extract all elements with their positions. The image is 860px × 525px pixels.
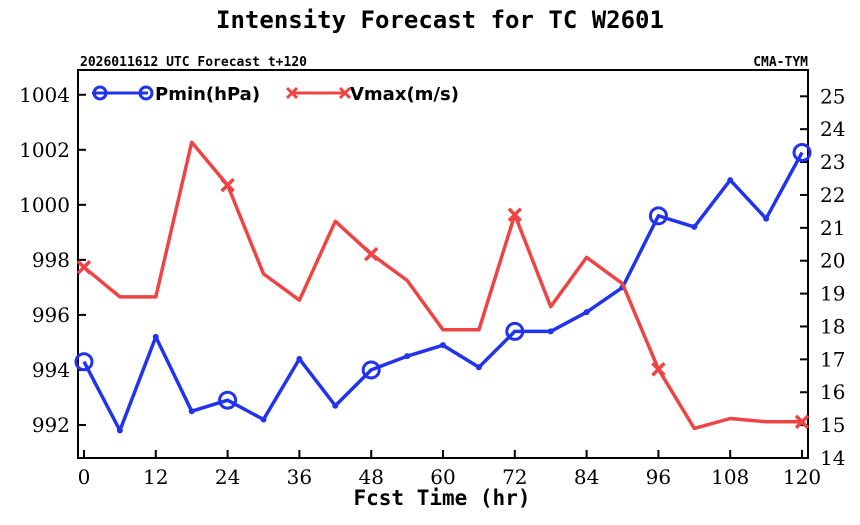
legend-vmax-label: Vmax(m/s) bbox=[350, 84, 459, 105]
pmin-point bbox=[792, 143, 812, 163]
vmax-point bbox=[154, 295, 158, 299]
right-tick-label: 15 bbox=[820, 413, 845, 437]
bottom-axis-ticks: 0 12 24 36 48 60 72 84 96 108 120 bbox=[78, 450, 821, 489]
left-tick-label: 994 bbox=[32, 358, 70, 382]
right-tick-label: 17 bbox=[820, 347, 845, 371]
pmin-point bbox=[188, 408, 195, 415]
right-tick-label: 16 bbox=[820, 380, 845, 404]
chart-subtitle-right: CMA-TYM bbox=[753, 55, 808, 70]
legend-pmin-label: Pmin(hPa) bbox=[155, 84, 260, 105]
vmax-point bbox=[405, 278, 409, 282]
left-axis-ticks: 992 994 996 998 1000 1002 1004 bbox=[19, 83, 86, 437]
pmin-point bbox=[475, 364, 482, 371]
pmin-point bbox=[218, 390, 238, 410]
pmin-point bbox=[74, 352, 94, 372]
pmin-point bbox=[763, 215, 770, 222]
vmax-point bbox=[794, 414, 810, 430]
pmin-point bbox=[152, 333, 159, 340]
bottom-tick-label: 48 bbox=[358, 465, 383, 489]
vmax-point bbox=[764, 420, 768, 424]
pmin-point bbox=[116, 427, 123, 434]
legend-pmin-marker-left bbox=[92, 85, 108, 101]
vmax-point bbox=[118, 295, 122, 299]
right-tick-label: 22 bbox=[820, 183, 845, 207]
pmin-point bbox=[296, 355, 303, 362]
pmin-point bbox=[361, 360, 381, 380]
pmin-point bbox=[260, 416, 267, 423]
bottom-tick-label: 96 bbox=[646, 465, 671, 489]
chart-subtitle-left: 2026011612 UTC Forecast t+120 bbox=[80, 55, 307, 70]
vmax-point bbox=[333, 219, 337, 223]
pmin-point bbox=[404, 353, 411, 360]
bottom-tick-label: 84 bbox=[574, 465, 599, 489]
right-tick-label: 21 bbox=[820, 216, 845, 240]
series-line-pmin bbox=[82, 151, 804, 433]
left-tick-label: 1000 bbox=[19, 193, 70, 217]
vmax-point bbox=[76, 260, 92, 275]
vmax-point bbox=[190, 140, 194, 144]
vmax-point bbox=[549, 305, 553, 309]
bottom-tick-label: 24 bbox=[215, 465, 240, 489]
legend-pmin-marker-right bbox=[138, 85, 154, 101]
right-tick-label: 25 bbox=[820, 84, 845, 108]
left-tick-label: 998 bbox=[32, 248, 70, 272]
vmax-point bbox=[477, 328, 481, 332]
pmin-point bbox=[648, 206, 668, 226]
bottom-tick-label: 72 bbox=[502, 465, 527, 489]
left-tick-label: 996 bbox=[32, 303, 70, 327]
bottom-tick-label: 108 bbox=[711, 465, 749, 489]
pmin-point bbox=[583, 309, 590, 316]
pmin-point bbox=[547, 328, 554, 335]
pmin-point bbox=[691, 223, 698, 230]
chart-title: Intensity Forecast for TC W2601 bbox=[216, 6, 664, 34]
bottom-tick-label: 36 bbox=[287, 465, 312, 489]
bottom-tick-label: 0 bbox=[78, 465, 91, 489]
vmax-point bbox=[651, 361, 666, 377]
legend: Pmin(hPa) Vmax(m/s) bbox=[92, 84, 459, 105]
right-tick-label: 20 bbox=[820, 249, 845, 273]
vmax-point bbox=[692, 426, 696, 430]
right-tick-label: 14 bbox=[820, 446, 845, 470]
pmin-point bbox=[440, 342, 446, 349]
left-tick-label: 1004 bbox=[19, 83, 70, 107]
vmax-point bbox=[585, 255, 589, 259]
right-tick-label: 24 bbox=[820, 117, 845, 141]
vmax-point bbox=[507, 207, 523, 222]
legend-vmax-marker-right bbox=[338, 86, 352, 100]
right-tick-label: 19 bbox=[820, 282, 845, 306]
left-tick-label: 992 bbox=[32, 413, 70, 437]
x-axis-label: Fcst Time (hr) bbox=[353, 486, 530, 510]
series-line-vmax bbox=[82, 140, 802, 431]
bottom-tick-label: 120 bbox=[783, 465, 821, 489]
right-tick-label: 23 bbox=[820, 150, 845, 174]
pmin-point bbox=[332, 402, 339, 409]
left-tick-label: 1002 bbox=[19, 138, 70, 162]
vmax-point bbox=[220, 177, 235, 193]
vmax-point bbox=[728, 417, 732, 421]
pmin-point bbox=[727, 177, 734, 184]
bottom-tick-label: 12 bbox=[143, 465, 168, 489]
vmax-point bbox=[441, 328, 445, 332]
series-layer bbox=[74, 140, 812, 434]
vmax-point bbox=[297, 298, 301, 302]
pmin-point bbox=[505, 321, 525, 341]
vmax-point bbox=[363, 246, 379, 262]
legend-vmax-marker-left bbox=[285, 86, 299, 100]
right-axis-ticks: 14 15 16 17 18 19 20 21 22 23 24 25 bbox=[800, 84, 845, 470]
bottom-tick-label: 60 bbox=[430, 465, 455, 489]
right-tick-label: 18 bbox=[820, 314, 845, 338]
vmax-point bbox=[621, 282, 625, 286]
vmax-point bbox=[261, 272, 265, 276]
